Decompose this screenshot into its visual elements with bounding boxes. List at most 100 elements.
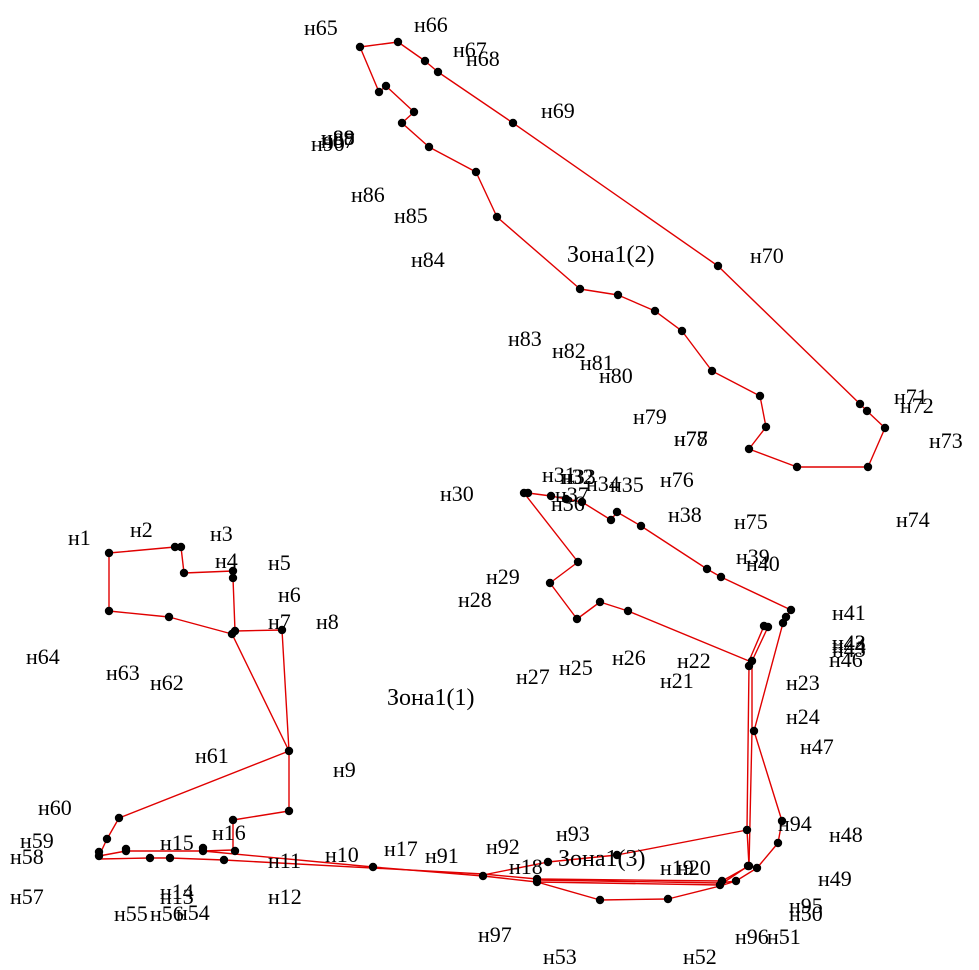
point-label: н54	[176, 900, 210, 925]
survey-point	[747, 656, 757, 666]
point-label: н13	[160, 884, 194, 909]
survey-points	[94, 37, 890, 905]
point-label: н77	[674, 426, 708, 451]
point-label: н30	[440, 481, 474, 506]
survey-point	[179, 568, 189, 578]
survey-point	[855, 399, 865, 409]
survey-point	[519, 488, 529, 498]
point-label: н70	[750, 243, 784, 268]
point-label: н1	[68, 525, 91, 550]
survey-point	[433, 67, 443, 77]
survey-point	[663, 894, 673, 904]
survey-point	[731, 876, 741, 886]
point-label: н35	[610, 472, 644, 497]
survey-point	[755, 391, 765, 401]
zone-1-1-east-line	[748, 625, 769, 662]
point-label: н16	[212, 820, 246, 845]
survey-point	[713, 261, 723, 271]
point-label: н45	[832, 637, 866, 662]
survey-point	[219, 855, 229, 865]
survey-point	[742, 825, 752, 835]
point-label: н11	[268, 848, 301, 873]
survey-point	[763, 622, 773, 632]
point-label: н92	[486, 834, 520, 859]
point-label: н17	[384, 836, 418, 861]
point-label: н28	[458, 587, 492, 612]
point-label: н47	[800, 734, 834, 759]
survey-point	[572, 614, 582, 624]
point-label: н63	[106, 660, 140, 685]
survey-point	[744, 444, 754, 454]
point-label: н48	[829, 822, 863, 847]
survey-point	[716, 572, 726, 582]
survey-point	[284, 746, 294, 756]
point-label: н65	[304, 15, 338, 40]
point-label: н3	[210, 521, 233, 546]
point-label: н27	[516, 664, 550, 689]
zone-1-1-label: Зона1(1)	[387, 685, 475, 711]
point-label: н42	[832, 630, 866, 655]
survey-point	[612, 850, 622, 860]
survey-point	[114, 813, 124, 823]
survey-point	[94, 847, 104, 857]
point-label: н68	[466, 46, 500, 71]
point-label: н18	[509, 854, 543, 879]
point-label: н7	[268, 609, 291, 634]
point-label: н64	[26, 644, 60, 669]
point-label: н97	[478, 922, 512, 947]
survey-point	[164, 612, 174, 622]
point-label: н44	[832, 633, 866, 658]
point-label: н76	[660, 467, 694, 492]
point-label: н78	[674, 426, 708, 451]
survey-point	[546, 491, 556, 501]
point-label: н46	[829, 647, 863, 672]
point-label: н37	[555, 482, 589, 507]
survey-point	[761, 422, 771, 432]
point-label: н94	[778, 811, 812, 836]
survey-point	[478, 871, 488, 881]
point-label: н20	[677, 855, 711, 880]
point-label: н56	[150, 901, 184, 926]
point-label: н10	[325, 842, 359, 867]
point-label: н26	[612, 645, 646, 670]
survey-point	[198, 843, 208, 853]
survey-point	[277, 625, 287, 635]
point-label: н66	[414, 12, 448, 37]
point-label: н40	[746, 551, 780, 576]
survey-point	[577, 497, 587, 507]
point-label: н51	[767, 924, 801, 949]
point-label: н83	[508, 326, 542, 351]
point-label: н55	[114, 901, 148, 926]
point-label: н84	[411, 247, 445, 272]
survey-point	[355, 42, 365, 52]
point-label: н41	[832, 600, 866, 625]
survey-point	[677, 326, 687, 336]
point-label: н34	[586, 471, 620, 496]
survey-point	[773, 838, 783, 848]
point-label: н73	[929, 428, 963, 453]
survey-point	[777, 816, 787, 826]
point-label: н75	[734, 509, 768, 534]
survey-point	[752, 863, 762, 873]
survey-point	[702, 564, 712, 574]
survey-point	[650, 306, 660, 316]
point-label: н33	[562, 464, 596, 489]
point-label: н79	[633, 404, 667, 429]
point-label: н87	[321, 128, 355, 153]
zone-1-1-inner-line	[98, 553, 290, 857]
survey-point	[717, 876, 727, 886]
point-label: н2	[130, 517, 153, 542]
survey-point	[381, 81, 391, 91]
survey-point	[227, 629, 237, 639]
survey-point	[176, 542, 186, 552]
survey-point	[121, 844, 131, 854]
point-label: н89	[321, 125, 355, 150]
point-label: н95	[789, 893, 823, 918]
zone-1-1-right-line-2	[748, 664, 758, 869]
survey-point	[561, 494, 571, 504]
survey-point	[543, 857, 553, 867]
zone-1-1-right-line	[746, 665, 750, 867]
point-label: н82	[552, 338, 586, 363]
point-label: н57	[10, 884, 44, 909]
